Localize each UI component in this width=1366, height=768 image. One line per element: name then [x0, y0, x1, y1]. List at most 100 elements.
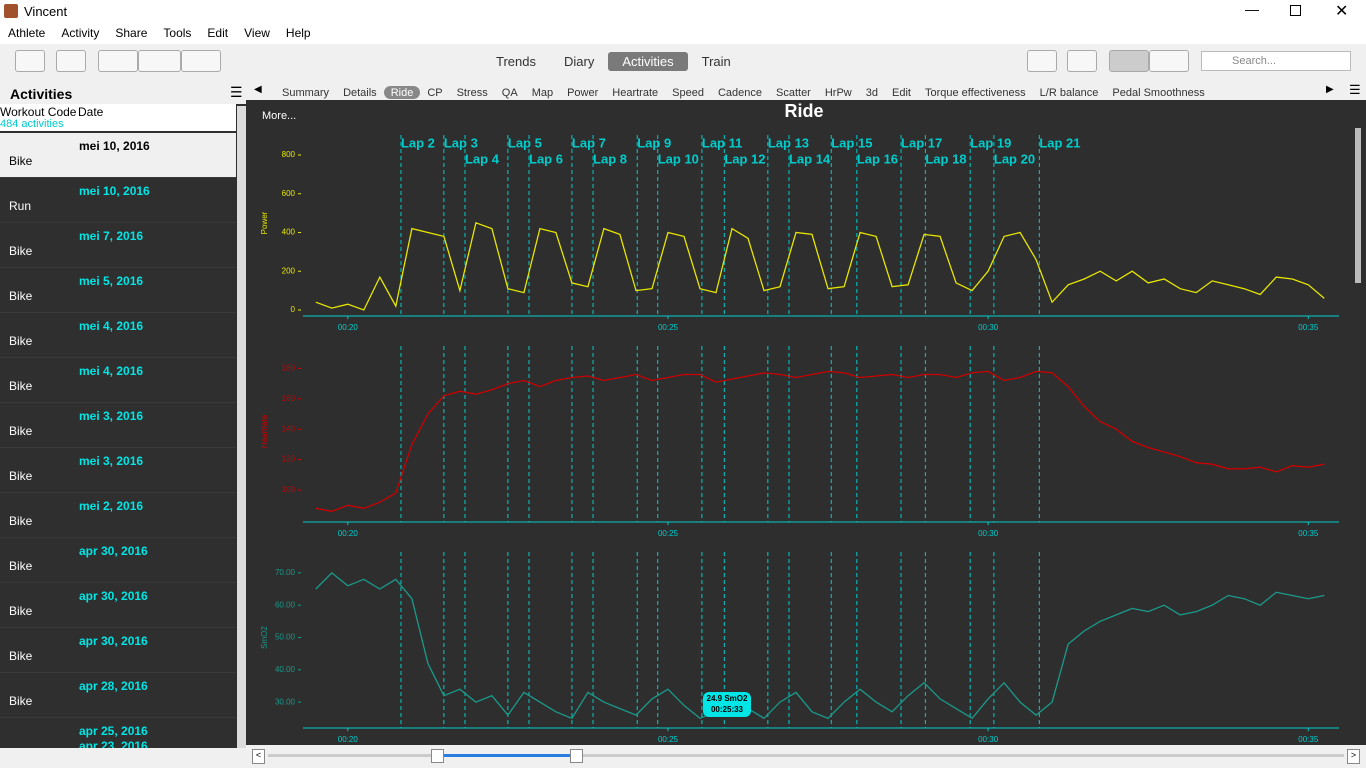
- download-button[interactable]: [15, 50, 45, 72]
- tab-menu[interactable]: ☰: [1349, 82, 1361, 97]
- tooltip-text: 24.9 SmO2: [707, 694, 748, 703]
- tab[interactable]: Ride: [383, 86, 421, 99]
- workout-code: Bike: [9, 424, 33, 438]
- bottom-toggle[interactable]: [1067, 50, 1097, 72]
- tab[interactable]: Map: [531, 87, 554, 99]
- activity-count: 484 activities: [0, 118, 64, 130]
- view-button[interactable]: Activities: [608, 52, 688, 71]
- split-button[interactable]: [138, 50, 181, 72]
- sidebar-title: Activities: [0, 78, 246, 104]
- activity-date: mei 10, 2016: [79, 184, 150, 198]
- activity-row[interactable]: mei 7, 2016 Bike: [0, 223, 236, 268]
- tab[interactable]: Scatter: [776, 87, 811, 99]
- more-button[interactable]: More...: [262, 110, 296, 122]
- tab[interactable]: L/R balance: [1039, 87, 1099, 99]
- tab-scroll-left[interactable]: ◀: [254, 84, 262, 95]
- view-button[interactable]: Train: [701, 54, 731, 69]
- tab[interactable]: QA: [501, 87, 518, 99]
- window-title: Vincent: [24, 4, 68, 19]
- search-box[interactable]: Search...: [1201, 51, 1351, 71]
- menu-item[interactable]: Tools: [163, 26, 192, 40]
- y-tick-label: 600: [282, 189, 296, 198]
- workout-code: Bike: [9, 514, 33, 528]
- y-tick-label: 200: [282, 266, 296, 275]
- menu-bar: Athlete Activity Share Tools Edit View Help: [0, 22, 1366, 44]
- minimize-button[interactable]: —: [1245, 1, 1259, 17]
- tab-scroll-right[interactable]: ▶: [1326, 84, 1334, 95]
- activity-row[interactable]: mei 4, 2016 Bike: [0, 313, 236, 358]
- scrollbar[interactable]: [237, 106, 246, 748]
- tab[interactable]: Details: [343, 87, 377, 99]
- x-tick-label: 00:20: [338, 529, 359, 538]
- y-tick-label: 400: [282, 228, 296, 237]
- chart-scrollbar[interactable]: [1355, 128, 1361, 283]
- activity-row[interactable]: mei 4, 2016 Bike: [0, 358, 236, 403]
- view-button[interactable]: Trends: [496, 54, 536, 69]
- lap-label: Lap 8: [593, 151, 627, 166]
- lap-label: Lap 17: [901, 135, 942, 150]
- menu-item[interactable]: Help: [285, 26, 311, 40]
- y-tick-label: 30.00: [275, 697, 296, 706]
- activity-row[interactable]: mei 5, 2016 Bike: [0, 268, 236, 313]
- workout-code: Bike: [9, 694, 33, 708]
- tab[interactable]: CP: [427, 87, 443, 99]
- tooltip-box: [703, 692, 751, 717]
- tab[interactable]: Power: [567, 87, 599, 99]
- workout-code: Run: [9, 199, 32, 213]
- activity-row[interactable]: mei 10, 2016 Bike: [0, 133, 236, 178]
- view-button[interactable]: Diary: [563, 54, 595, 69]
- menu-item[interactable]: Share: [115, 26, 148, 40]
- sidebar-toggle[interactable]: [1027, 50, 1057, 72]
- activity-row[interactable]: apr 30, 2016 Bike: [0, 583, 236, 628]
- y-axis-label: SmO2: [260, 626, 269, 649]
- slider-handle[interactable]: [431, 749, 444, 763]
- maximize-button[interactable]: [1290, 5, 1301, 16]
- slider-left[interactable]: <: [252, 749, 265, 764]
- delete-button[interactable]: [181, 50, 221, 72]
- menu-item[interactable]: Athlete: [8, 26, 46, 40]
- workout-code: Bike: [9, 379, 33, 393]
- tile-layout-button[interactable]: [1149, 50, 1189, 72]
- sidebar-menu[interactable]: ☰: [230, 84, 243, 100]
- x-tick-label: 00:35: [1298, 529, 1319, 538]
- menu-item[interactable]: Activity: [61, 26, 100, 40]
- y-tick-label: 70.00: [275, 568, 296, 577]
- lap-label: Lap 7: [572, 135, 606, 150]
- data-line: [315, 221, 1325, 311]
- slider-right[interactable]: >: [1347, 749, 1360, 764]
- edit-button[interactable]: [56, 50, 86, 72]
- activity-row[interactable]: apr 30, 2016 Bike: [0, 628, 236, 673]
- workout-code: Bike: [9, 289, 33, 303]
- tab[interactable]: Cadence: [717, 87, 762, 99]
- lap-label: Lap 18: [925, 151, 966, 166]
- menu-item[interactable]: Edit: [207, 26, 229, 40]
- slider-range: [437, 754, 577, 757]
- menu-item[interactable]: View: [244, 26, 270, 40]
- close-button[interactable]: ✕: [1335, 3, 1349, 20]
- activity-row[interactable]: mei 10, 2016 Run: [0, 178, 236, 223]
- slider-handle[interactable]: [570, 749, 583, 763]
- tab[interactable]: Stress: [456, 87, 488, 99]
- tab[interactable]: Torque effectiveness: [924, 87, 1026, 99]
- tab[interactable]: Edit: [892, 87, 911, 99]
- lap-label: Lap 12: [724, 151, 765, 166]
- tab-layout-button[interactable]: [1109, 50, 1149, 72]
- tab[interactable]: Heartrate: [612, 87, 659, 99]
- workout-code: Bike: [9, 469, 33, 483]
- activity-row[interactable]: apr 25, 2016: [0, 718, 236, 738]
- activity-row[interactable]: mei 3, 2016 Bike: [0, 448, 236, 493]
- activity-row[interactable]: apr 28, 2016 Bike: [0, 673, 236, 718]
- x-tick-label: 00:20: [338, 323, 359, 332]
- lap-label: Lap 4: [465, 151, 500, 166]
- tab[interactable]: Pedal Smoothness: [1112, 87, 1205, 99]
- activity-date: apr 28, 2016: [79, 679, 148, 693]
- x-tick-label: 00:35: [1298, 735, 1319, 744]
- tab[interactable]: Speed: [672, 87, 704, 99]
- tab[interactable]: HrPw: [824, 87, 852, 99]
- tab[interactable]: 3d: [865, 87, 878, 99]
- activity-row[interactable]: mei 2, 2016 Bike: [0, 493, 236, 538]
- stopwatch-button[interactable]: [98, 50, 138, 72]
- activity-row[interactable]: mei 3, 2016 Bike: [0, 403, 236, 448]
- tab[interactable]: Summary: [282, 87, 330, 99]
- activity-row[interactable]: apr 30, 2016 Bike: [0, 538, 236, 583]
